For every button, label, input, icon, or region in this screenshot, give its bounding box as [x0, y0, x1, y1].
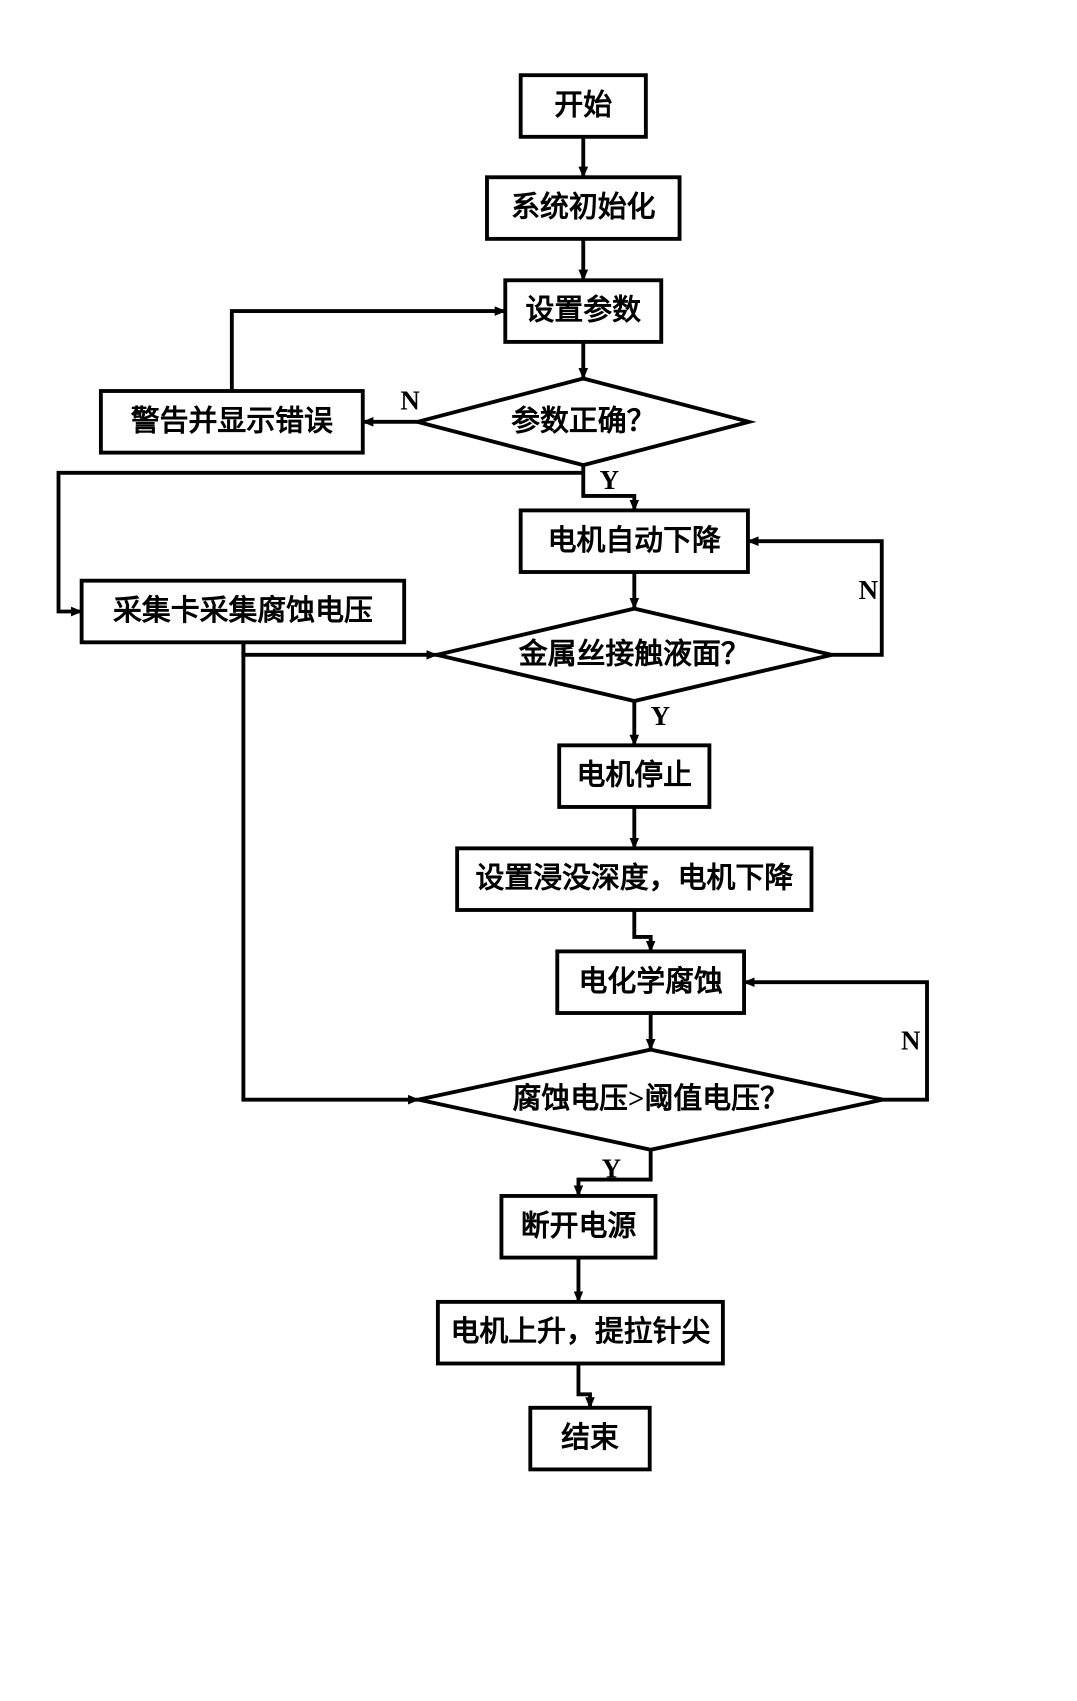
node-label-end: 结束 — [561, 1422, 619, 1454]
node-label-poweroff: 断开电源 — [521, 1209, 637, 1242]
node-vcheck: 腐蚀电压>阈值电压？ — [419, 1050, 883, 1150]
edges-layer — [59, 137, 927, 1408]
edge-label-contact-motor_stop: Y — [651, 701, 670, 731]
node-label-motor_down: 电机自动下降 — [548, 525, 721, 557]
node-label-corrode: 电化学腐蚀 — [578, 965, 723, 998]
node-warn: 警告并显示错误 — [101, 391, 363, 453]
node-label-pcheck: 参数正确？ — [511, 404, 655, 437]
flowchart-svg: 开始系统初始化设置参数警告并显示错误 参数正确？ 电机自动下降采集卡采集腐蚀电压金属… — [20, 20, 1057, 1540]
node-label-init: 系统初始化 — [511, 191, 656, 224]
node-label-collect: 采集卡采集腐蚀电压 — [113, 595, 373, 627]
node-poweroff: 断开电源 — [501, 1196, 655, 1258]
node-pcheck: 参数正确？ — [418, 378, 749, 465]
nodes-layer: 开始系统初始化设置参数警告并显示错误 参数正确？ 电机自动下降采集卡采集腐蚀电压金属… — [82, 75, 883, 1469]
edge-label-pcheck-warn: N — [400, 385, 420, 415]
node-label-lift: 电机上升，提拉针尖 — [450, 1315, 710, 1348]
node-label-depth: 设置浸没深度，电机下降 — [475, 863, 793, 895]
edge-label-vcheck-corrode: N — [901, 1026, 921, 1056]
node-label-start: 开始 — [554, 90, 612, 122]
node-label-vcheck: 腐蚀电压>阈值电压？ — [513, 1083, 789, 1115]
node-init: 系统初始化 — [487, 177, 680, 239]
node-lift: 电机上升，提拉针尖 — [438, 1302, 723, 1364]
edge-lift-end — [578, 1363, 590, 1407]
edge-label-contact-motor_down: N — [859, 575, 879, 605]
edge-warn-param — [232, 311, 505, 391]
node-param: 设置参数 — [505, 280, 661, 342]
node-motor_down: 电机自动下降 — [521, 510, 748, 572]
edge-collect-vcheck — [243, 642, 418, 1099]
node-corrode: 电化学腐蚀 — [557, 951, 744, 1013]
node-start: 开始 — [521, 75, 646, 137]
edge-label-pcheck-motor_down: Y — [600, 465, 619, 495]
node-label-warn: 警告并显示错误 — [131, 405, 333, 437]
node-label-param: 设置参数 — [526, 294, 642, 327]
node-end: 结束 — [530, 1408, 649, 1470]
node-contact: 金属丝接触液面？ — [437, 609, 832, 701]
edge-label-vcheck-poweroff: Y — [602, 1154, 621, 1184]
edge-depth-corrode — [634, 910, 650, 951]
node-label-contact: 金属丝接触液面？ — [518, 637, 750, 670]
node-collect: 采集卡采集腐蚀电压 — [82, 581, 405, 643]
node-label-motor_stop: 电机停止 — [577, 759, 693, 792]
node-depth: 设置浸没深度，电机下降 — [457, 848, 811, 910]
node-motor_stop: 电机停止 — [559, 745, 709, 807]
